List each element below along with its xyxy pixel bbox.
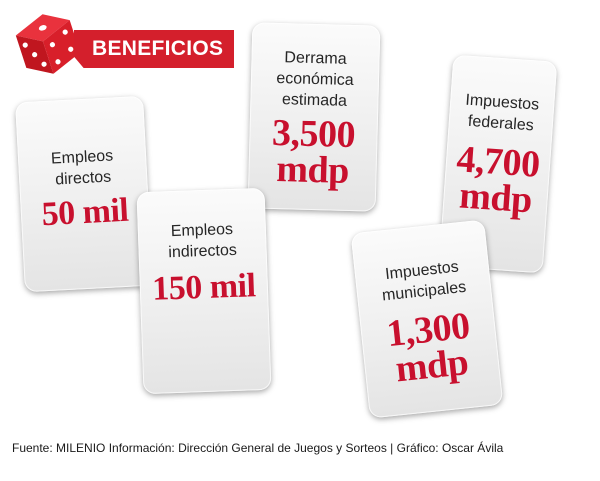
banner-title: BENEFICIOS xyxy=(74,30,234,68)
card-value: 1,300 mdp xyxy=(384,304,472,391)
dice-icon xyxy=(15,14,81,74)
card-value: 4,700 mdp xyxy=(455,138,542,222)
card-label: Impuestos municipales xyxy=(381,258,468,305)
card-value: 50 mil xyxy=(40,191,130,234)
card-empleos-directos: Empleos directos 50 mil xyxy=(15,95,153,293)
card-label: Empleos directos xyxy=(50,147,114,189)
card-value: 150 mil xyxy=(151,267,257,308)
card-label: Impuestos federales xyxy=(464,91,540,135)
card-empleos-indirectos: Empleos indirectos 150 mil xyxy=(136,187,272,395)
source-caption: Fuente: MILENIO Información: Dirección G… xyxy=(12,441,504,455)
card-impuestos-municipales: Impuestos municipales 1,300 mdp xyxy=(350,219,504,419)
card-value: 3,500 mdp xyxy=(271,111,356,192)
card-label: Derrama económica estimada xyxy=(276,49,354,110)
card-derrama: Derrama económica estimada 3,500 mdp xyxy=(247,22,381,212)
card-label: Empleos indirectos xyxy=(168,220,238,262)
